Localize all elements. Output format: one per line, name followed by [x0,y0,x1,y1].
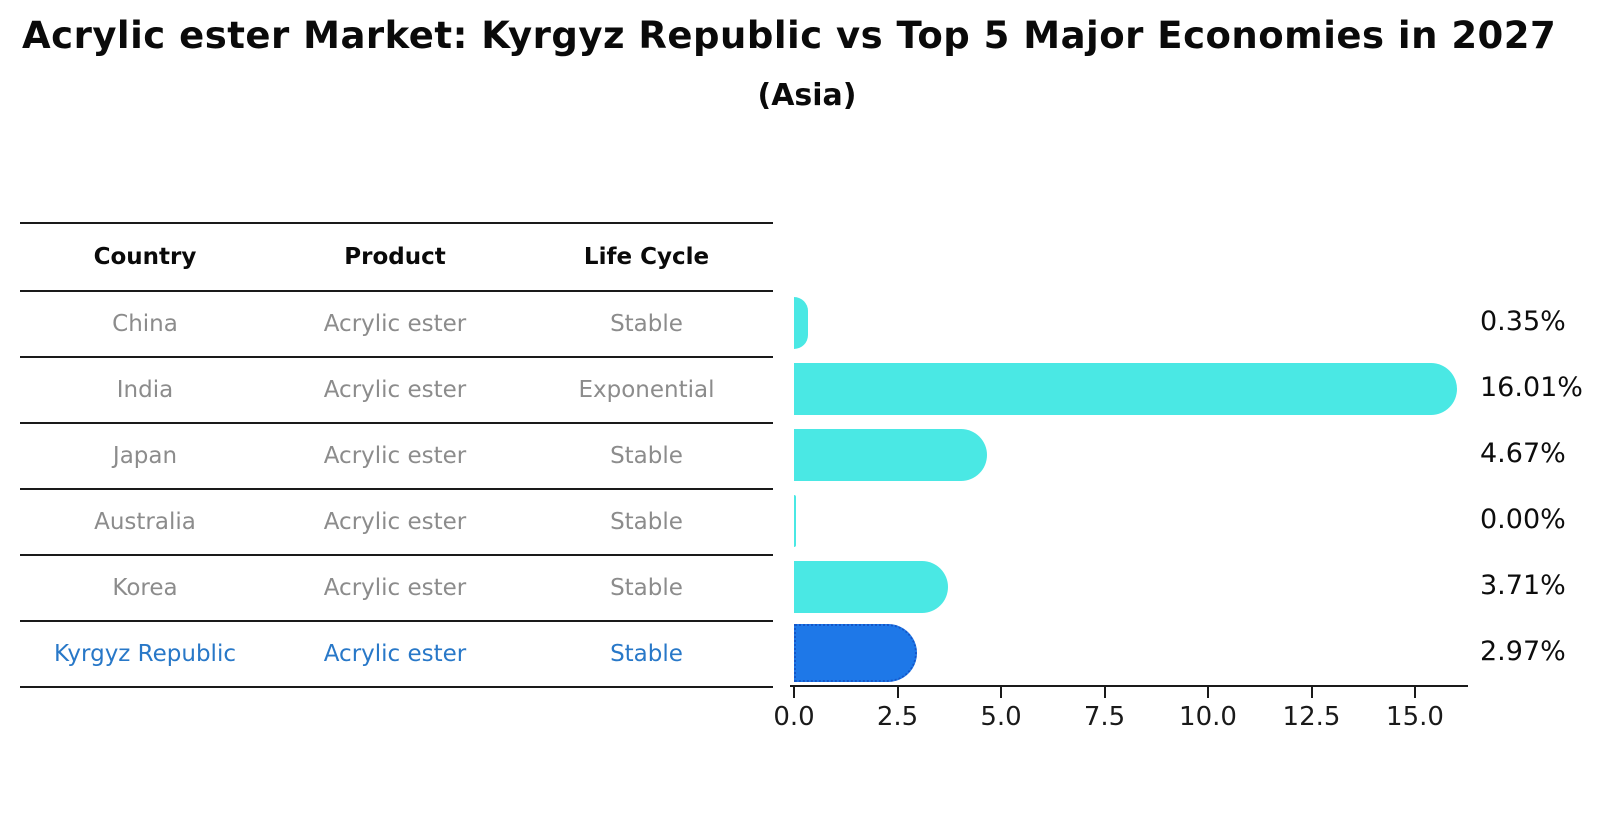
x-axis-tick-label: 7.5 [1083,702,1126,732]
x-axis-tick-label: 5.0 [980,702,1022,732]
x-axis-tick-mark [1207,687,1209,698]
table-body: China Acrylic ester Stable India Acrylic est… [20,292,773,688]
bar [794,297,809,349]
country-table: Country Product Life Cycle China Acrylic … [20,222,773,688]
product-cell: Acrylic ester [323,575,467,601]
table-row: Kyrgyz Republic Acrylic ester Stable [20,622,773,688]
x-axis-tick-mark [1414,687,1416,698]
bar [794,495,796,547]
country-cell: Japan [112,443,178,469]
x-axis-line [790,685,1468,687]
bar-value-label: 0.35% [1480,306,1566,337]
x-axis-tick-mark [1103,687,1106,698]
x-axis-tick-label: 15.0 [1386,702,1444,732]
country-cell: China [112,311,178,337]
x-axis-tick-label: 2.5 [876,702,919,732]
bar-value-label: 16.01% [1480,372,1583,403]
product-cell: Acrylic ester [323,311,467,337]
bar [794,561,948,613]
column-header-country: Country [93,244,197,270]
lifecycle-cell: Stable [610,575,683,601]
chart-subtitle: (Asia) [757,78,857,113]
bar-value-label: 4.67% [1480,438,1566,469]
country-cell: India [116,377,174,403]
bar [794,429,988,481]
lifecycle-cell: Stable [610,641,683,667]
bar-highlight [794,624,917,682]
product-cell: Acrylic ester [323,509,467,535]
x-axis-tick-label: 10.0 [1179,702,1237,732]
product-cell: Acrylic ester [323,377,467,403]
x-axis-tick-label: 12.5 [1282,702,1341,732]
bar-value-label: 2.97% [1480,636,1566,667]
lifecycle-cell: Stable [610,509,683,535]
product-cell: Acrylic ester [323,443,467,469]
x-axis-tick-mark [896,687,899,698]
column-header-product: Product [344,244,446,270]
table-row: Korea Acrylic ester Stable [20,556,773,622]
table-row: China Acrylic ester Stable [20,292,773,358]
lifecycle-cell: Stable [610,311,683,337]
country-cell: Kyrgyz Republic [54,641,236,667]
bar [794,363,1457,415]
bar-value-label: 0.00% [1480,504,1566,535]
table-row: India Acrylic ester Exponential [20,358,773,424]
x-axis-tick-mark [1310,687,1313,698]
x-axis-tick-mark [793,687,795,698]
column-header-lifecycle: Life Cycle [583,244,710,270]
country-cell: Australia [94,509,196,535]
lifecycle-cell: Exponential [578,377,715,403]
country-cell: Korea [112,575,178,601]
lifecycle-cell: Stable [610,443,683,469]
table-header-row: Country Product Life Cycle [20,224,773,292]
bar-value-label: 3.71% [1480,570,1566,601]
table-row: Australia Acrylic ester Stable [20,490,773,556]
x-axis-tick-label: 0.0 [773,702,815,732]
page-title: Acrylic ester Market: Kyrgyz Republic vs… [22,14,1557,57]
table-row: Japan Acrylic ester Stable [20,424,773,490]
product-cell: Acrylic ester [323,641,467,667]
x-axis-tick-mark [1000,687,1002,698]
